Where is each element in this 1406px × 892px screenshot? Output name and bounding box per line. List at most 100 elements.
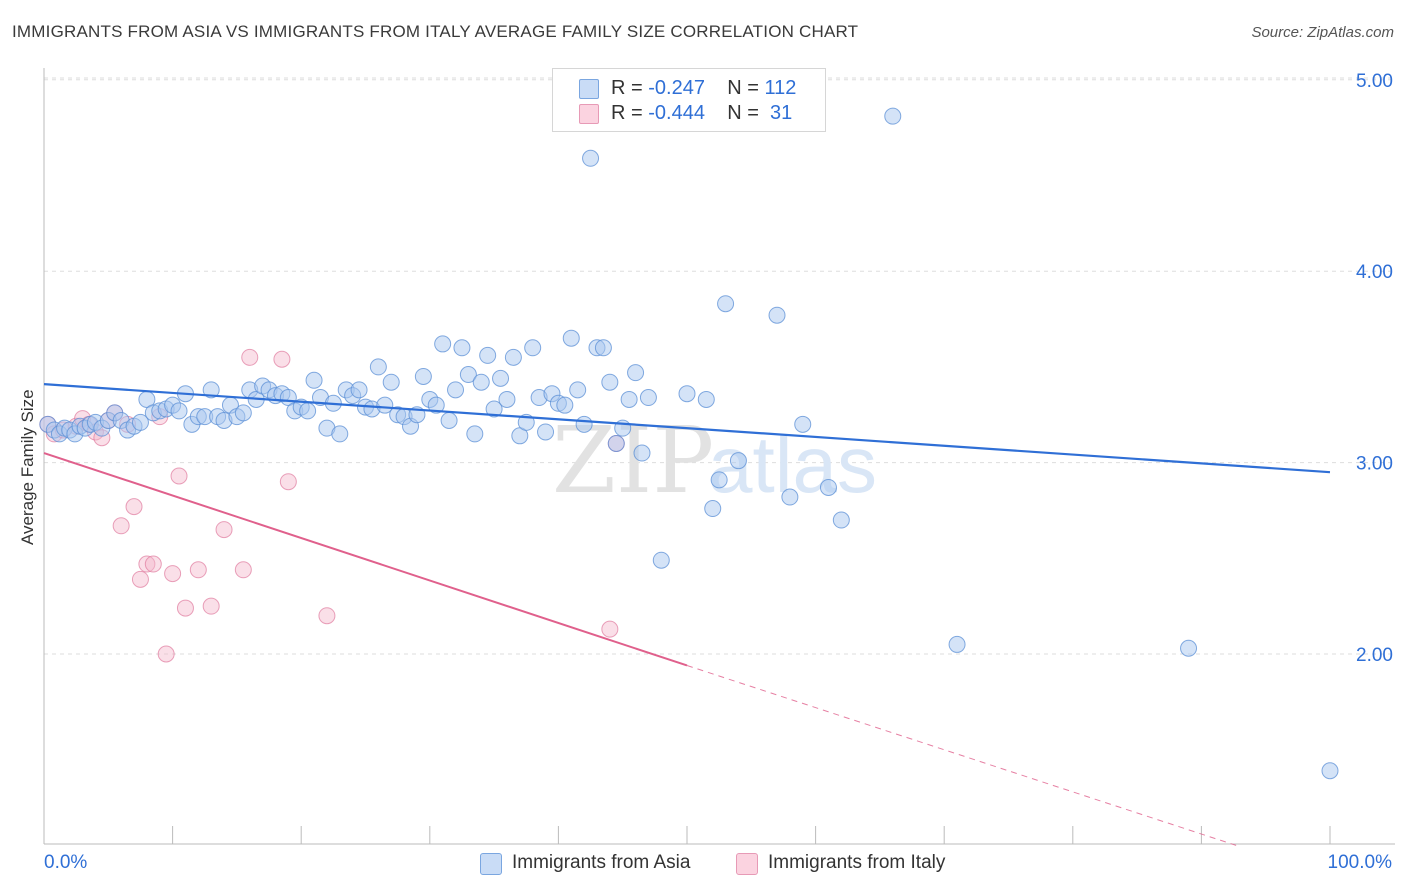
asia-point xyxy=(234,404,252,422)
bottom-legend-label-asia: Immigrants from Asia xyxy=(512,852,691,873)
asia-point xyxy=(376,396,394,414)
asia-point xyxy=(459,366,477,384)
chart-title: IMMIGRANTS FROM ASIA VS IMMIGRANTS FROM … xyxy=(12,22,859,41)
axes xyxy=(43,68,1395,845)
asia-point xyxy=(331,425,349,443)
asia-point xyxy=(794,415,812,433)
asia-point xyxy=(633,444,651,462)
asia-point xyxy=(768,306,786,324)
asia-point xyxy=(537,423,555,441)
y-tick-label: 2.00 xyxy=(1356,645,1393,666)
correlation-legend: R = -0.247 N = 112 R = -0.444 N = 31 xyxy=(552,68,826,132)
asia-point xyxy=(202,381,220,399)
asia-point xyxy=(440,411,458,429)
legend-italy-r-label: R = xyxy=(611,102,643,124)
bottom-legend-swatch-italy xyxy=(736,853,758,875)
asia-point xyxy=(582,149,600,167)
asia-point xyxy=(1321,762,1339,780)
italy-point xyxy=(318,607,336,625)
italy-point xyxy=(112,517,130,535)
legend-italy-n-value: 31 xyxy=(764,102,793,124)
asia-point xyxy=(414,367,432,385)
italy-point xyxy=(273,350,291,368)
asia-point xyxy=(620,390,638,408)
legend-swatch-italy xyxy=(579,104,599,124)
italy-trend-extension xyxy=(686,665,1237,846)
asia-point xyxy=(704,500,722,518)
italy-point xyxy=(164,565,182,583)
asia-point xyxy=(466,425,484,443)
italy-point xyxy=(215,521,233,539)
asia-point xyxy=(575,415,593,433)
y-tick-label: 3.00 xyxy=(1356,454,1393,475)
asia-point xyxy=(479,346,497,364)
italy-point xyxy=(234,561,252,579)
asia-point xyxy=(498,390,516,408)
asia-point xyxy=(382,373,400,391)
asia-point xyxy=(569,381,587,399)
asia-point xyxy=(729,452,747,470)
asia-point xyxy=(819,478,837,496)
asia-point xyxy=(369,358,387,376)
legend-asia-n-label: N = xyxy=(727,77,759,99)
italy-point xyxy=(131,570,149,588)
trend-lines xyxy=(43,383,1331,846)
asia-point xyxy=(627,364,645,382)
asia-point xyxy=(556,396,574,414)
asia-point xyxy=(884,107,902,125)
bottom-legend-swatch-asia xyxy=(480,853,502,875)
asia-point xyxy=(697,390,715,408)
italy-point xyxy=(189,561,207,579)
x-tick-label-min: 0.0% xyxy=(44,852,88,873)
y-tick-label: 5.00 xyxy=(1356,71,1393,92)
y-axis-label: Average Family Size xyxy=(18,389,37,545)
asia-point xyxy=(170,402,188,420)
asia-point xyxy=(832,511,850,529)
asia-point xyxy=(131,413,149,431)
italy-point xyxy=(170,467,188,485)
italy-point xyxy=(241,348,259,366)
asia-point xyxy=(1180,639,1198,657)
asia-point xyxy=(601,373,619,391)
asia-point xyxy=(562,329,580,347)
asia-point xyxy=(948,635,966,653)
asia-point xyxy=(678,385,696,403)
source-label: Source: ZipAtlas.com xyxy=(1251,24,1394,41)
asia-point xyxy=(434,335,452,353)
asia-point xyxy=(472,373,490,391)
asia-point xyxy=(710,471,728,489)
italy-point xyxy=(138,555,156,573)
italy-point xyxy=(144,555,162,573)
asia-trend-line xyxy=(43,383,1331,474)
asia-point xyxy=(717,295,735,313)
italy-point xyxy=(279,473,297,491)
italy-point xyxy=(202,597,220,615)
legend-italy-r-value: -0.444 xyxy=(648,102,705,124)
legend-asia-n-value: 112 xyxy=(764,77,797,99)
italy-point xyxy=(157,645,175,663)
bottom-legend-label-italy: Immigrants from Italy xyxy=(768,852,946,873)
asia-point xyxy=(504,348,522,366)
asia-point xyxy=(299,402,317,420)
legend-asia-r-label: R = xyxy=(611,77,643,99)
asia-point xyxy=(447,381,465,399)
asia-point xyxy=(524,339,542,357)
legend-swatch-asia xyxy=(579,79,599,99)
asia-point xyxy=(594,339,612,357)
asia-point xyxy=(781,488,799,506)
asia-point xyxy=(639,389,657,407)
asia-point xyxy=(453,339,471,357)
italy-point xyxy=(601,620,619,638)
y-tick-labels: 5.00 4.00 3.00 2.00 xyxy=(1356,71,1393,666)
italy-trend-line xyxy=(43,452,688,667)
asia-point xyxy=(350,381,368,399)
asia-point xyxy=(485,400,503,418)
asia-point xyxy=(652,551,670,569)
x-tick-label-max: 100.0% xyxy=(1327,852,1392,873)
asia-point xyxy=(492,369,510,387)
legend-asia-r-value: -0.247 xyxy=(648,77,705,99)
asia-point xyxy=(607,434,625,452)
y-tick-label: 4.00 xyxy=(1356,262,1393,283)
asia-series xyxy=(39,107,1339,780)
